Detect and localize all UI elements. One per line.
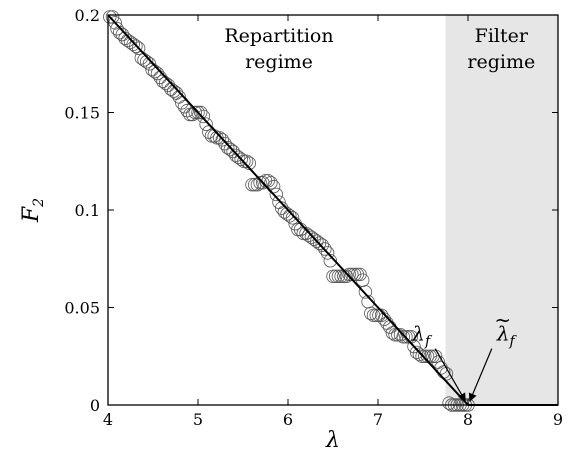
annotation-subscript: f: [509, 334, 518, 350]
y-tick-label: 0: [90, 396, 100, 415]
data-point: [374, 308, 389, 323]
data-point: [199, 117, 213, 131]
data-point: [342, 267, 356, 282]
data-point: [183, 107, 197, 122]
region-label: regime: [245, 51, 313, 73]
data-point: [108, 16, 122, 30]
data-point: [353, 267, 367, 282]
data-point: [191, 105, 205, 120]
data-point: [388, 328, 402, 342]
x-tick-label: 9: [553, 410, 563, 429]
data-point: [215, 133, 230, 147]
data-point: [331, 269, 346, 284]
data-point: [218, 136, 232, 151]
axis-labels: λ F2: [19, 198, 340, 453]
annotation-label: λf: [411, 322, 433, 350]
data-point: [334, 269, 348, 284]
x-tick-label: 6: [283, 410, 293, 429]
data-point: [177, 99, 192, 114]
data-point: [283, 209, 297, 223]
axis-ticks: [107, 14, 559, 406]
annotation-symbol: λ: [496, 322, 510, 346]
y-tick-label: 0.1: [75, 201, 100, 220]
data-point: [345, 267, 359, 282]
data-point: [239, 154, 254, 169]
region-labels: Repartition regime Filter regime: [224, 25, 535, 73]
annotation-arrow: [434, 348, 466, 402]
regime-regions: [108, 15, 558, 405]
data-point: [364, 306, 378, 321]
data-point: [407, 339, 421, 354]
annotation-tilde: ~: [494, 308, 511, 332]
data-point: [237, 154, 251, 169]
data-point: [329, 269, 343, 284]
data-point: [180, 103, 194, 118]
y-axis-label-subscript: 2: [31, 198, 47, 208]
y-axis-label-main: F: [19, 206, 44, 223]
y-tick-label: 0.05: [64, 299, 100, 318]
y-axis-label: F2: [19, 198, 47, 223]
annotations: λf λf~: [411, 308, 518, 402]
annotation-symbol: λ: [411, 322, 425, 346]
data-point: [220, 140, 235, 155]
data-point: [393, 328, 408, 342]
data-point: [415, 349, 429, 364]
data-point: [245, 177, 259, 192]
data-point: [142, 57, 157, 71]
region-label: Repartition: [224, 25, 333, 47]
y-tick-label: 0.15: [64, 104, 100, 123]
annotation-arrow: [468, 348, 493, 402]
data-point: [110, 22, 124, 36]
tick-labels: 4 5 6 7 8 9 0 0.05 0.1 0.15 0.2: [64, 6, 563, 429]
data-point: [315, 238, 329, 252]
data-point: [193, 105, 208, 120]
annotation-lambda-f-tilde: λf~: [468, 308, 518, 402]
x-tick-label: 7: [373, 410, 383, 429]
data-point: [310, 234, 324, 248]
data-point: [339, 269, 354, 284]
data-point: [318, 242, 332, 256]
data-point: [105, 10, 120, 24]
data-point: [264, 175, 278, 190]
x-tick-label: 8: [463, 410, 473, 429]
data-point: [196, 109, 211, 124]
region-label: regime: [467, 51, 535, 73]
data-point: [129, 39, 143, 53]
data-point: [126, 37, 140, 52]
data-point: [269, 187, 284, 202]
data-point: [399, 330, 413, 344]
data-point: [412, 347, 427, 362]
data-point: [226, 144, 240, 159]
data-point: [358, 285, 373, 299]
region-label: Filter: [475, 25, 529, 47]
annotation-label: λf: [496, 322, 518, 350]
data-point: [420, 349, 435, 364]
x-axis-label: λ: [325, 428, 340, 453]
data-point: [231, 150, 246, 165]
annotation-subscript: f: [424, 334, 433, 350]
data-point: [442, 396, 456, 410]
x-tick-label: 5: [193, 410, 203, 429]
data-point: [350, 267, 365, 282]
data-point: [326, 269, 340, 284]
region-bg-0: [108, 15, 446, 405]
data-point: [396, 330, 410, 344]
region-bg-1: [445, 15, 558, 405]
annotation-lambda-f: λf: [411, 322, 466, 402]
data-point: [188, 105, 203, 120]
data-point: [253, 175, 267, 190]
data-point: [369, 308, 383, 323]
data-point: [131, 41, 146, 55]
data-point: [312, 236, 327, 250]
data-point: [234, 152, 248, 167]
data-point: [320, 246, 335, 260]
data-point: [291, 222, 305, 237]
x-tick-label: 4: [103, 410, 113, 429]
data-point: [418, 349, 432, 364]
data-point: [285, 211, 300, 225]
y-tick-label: 0.2: [75, 6, 100, 25]
